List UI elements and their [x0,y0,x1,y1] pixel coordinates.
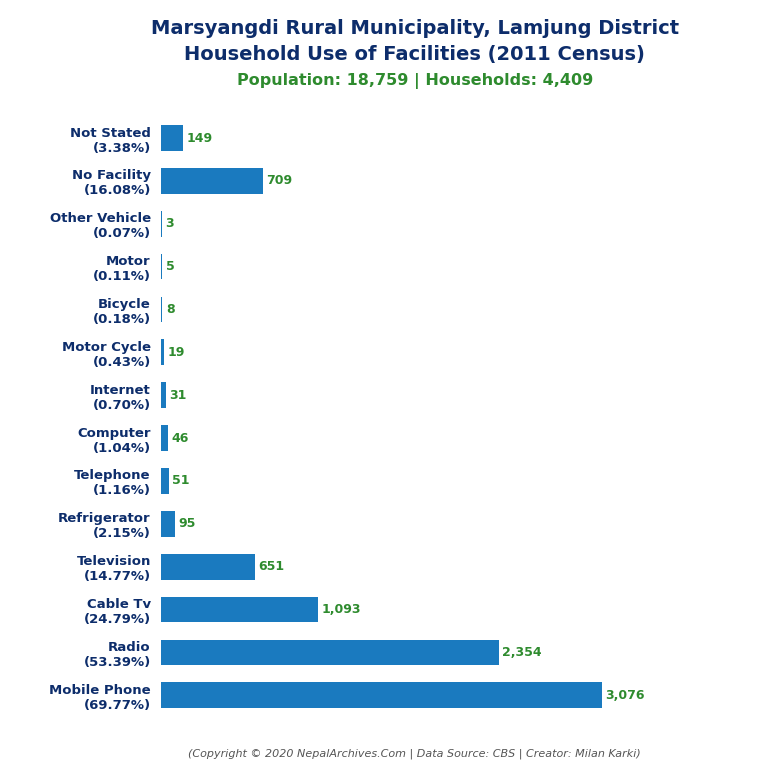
Text: 651: 651 [258,560,284,573]
Text: Marsyangdi Rural Municipality, Lamjung District: Marsyangdi Rural Municipality, Lamjung D… [151,19,679,38]
Text: 46: 46 [171,432,189,445]
Bar [161,640,498,665]
Text: 19: 19 [167,346,185,359]
Bar [161,511,175,537]
Bar [161,339,164,366]
Text: (Copyright © 2020 NepalArchives.Com | Data Source: CBS | Creator: Milan Karki): (Copyright © 2020 NepalArchives.Com | Da… [188,748,641,759]
Bar [161,683,602,708]
Bar [161,296,162,323]
Bar [161,468,169,494]
Text: 31: 31 [169,389,187,402]
Text: 2,354: 2,354 [502,646,541,659]
Text: 1,093: 1,093 [322,603,361,616]
Text: 5: 5 [166,260,174,273]
Text: Population: 18,759 | Households: 4,409: Population: 18,759 | Households: 4,409 [237,73,593,89]
Text: 8: 8 [166,303,174,316]
Bar [161,382,166,408]
Bar [161,125,183,151]
Bar [161,597,318,622]
Text: 95: 95 [178,518,196,531]
Text: 3: 3 [165,217,174,230]
Bar [161,554,254,580]
Bar [161,168,263,194]
Bar [161,425,168,451]
Text: 51: 51 [172,475,190,488]
Text: Household Use of Facilities (2011 Census): Household Use of Facilities (2011 Census… [184,45,645,64]
Text: 3,076: 3,076 [606,689,645,702]
Text: 709: 709 [266,174,293,187]
Text: 149: 149 [186,131,212,144]
